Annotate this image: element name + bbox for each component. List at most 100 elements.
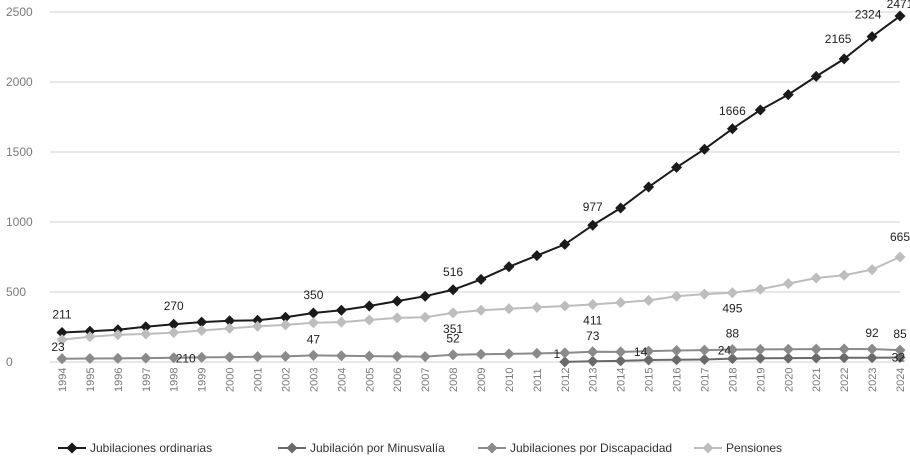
data-point [559,356,571,368]
data-point [447,307,459,319]
data-label: 2324 [855,8,882,22]
x-tick-label: 2009 [476,368,488,392]
data-point [391,295,403,307]
legend-swatch-marker [286,442,298,454]
data-point [307,349,319,361]
data-label: 2165 [825,32,852,46]
data-point [866,31,878,43]
data-point [307,317,319,329]
data-point [224,322,236,334]
legend-swatch-marker [702,442,714,454]
data-point [810,352,822,364]
data-point [391,312,403,324]
x-tick-label: 2007 [420,368,432,392]
data-point [84,353,96,364]
x-tick-label: 1994 [57,368,69,392]
series-3 [56,251,906,346]
data-point [196,351,208,363]
x-axis: 1994 1995 1996 1997 1998 1999 2000 2001 2002 2003… [57,368,907,392]
data-point [587,219,599,231]
x-tick-label: 2023 [867,368,879,392]
data-labels: 2112703505169771666216523242471210351411… [51,0,910,366]
series-2 [56,343,906,365]
data-point [419,351,431,363]
data-point [782,343,794,355]
data-point [224,351,236,363]
data-label: 411 [583,313,602,327]
x-tick-label: 2012 [560,368,572,392]
data-point [531,250,543,262]
data-point [894,352,906,364]
data-point [475,273,487,285]
data-point [335,316,347,328]
data-point [698,353,710,365]
legend-label: Jubilación por Minusvalía [310,441,445,455]
data-label: 1666 [719,104,746,118]
data-point [782,89,794,101]
data-point [810,272,822,284]
data-point [838,343,850,355]
x-tick-label: 2021 [811,368,823,392]
data-point [531,301,543,313]
data-point [894,251,906,263]
data-point [698,344,710,356]
x-tick-label: 1995 [85,368,97,392]
legend-item-3: Pensiones [694,441,782,455]
data-point [363,300,375,312]
y-tick-label: 0 [6,355,13,369]
data-point [56,334,68,346]
data-point [643,181,655,193]
data-point [140,321,152,333]
x-tick-label: 2003 [308,368,320,392]
legend-label: Jubilaciones por Discapacidad [510,441,672,455]
data-point [168,327,180,339]
data-point [140,352,152,364]
data-point [252,351,264,363]
data-point [307,307,319,319]
data-label: 23 [51,340,65,354]
data-label: 24 [718,344,732,358]
series-line [61,256,901,341]
data-point [84,325,96,337]
x-tick-label: 2005 [364,368,376,392]
x-tick-label: 2022 [839,368,851,392]
data-point [782,352,794,364]
series-line [61,15,901,334]
x-tick-label: 2016 [672,368,684,392]
data-point [810,343,822,355]
legend-item-2: Jubilaciones por Discapacidad [478,441,672,455]
x-tick-label: 2004 [336,368,348,392]
data-point [140,328,152,340]
data-point [196,316,208,328]
data-label: 977 [583,200,603,214]
x-tick-label: 2011 [532,368,544,392]
gridlines [50,11,900,363]
data-point [643,354,655,366]
data-point [112,352,124,364]
data-point [866,343,878,355]
series-1 [559,352,906,368]
data-point [866,264,878,276]
y-tick-label: 2500 [6,5,33,19]
data-point [475,348,487,360]
x-tick-label: 2018 [727,368,739,392]
data-point [726,353,738,365]
data-point [279,311,291,323]
data-point [559,347,571,359]
data-point [615,297,627,308]
x-tick-label: 2014 [616,368,628,392]
data-point [279,350,291,362]
data-label: 32 [892,351,906,365]
data-label: 270 [164,299,184,313]
data-point [810,70,822,82]
series-group [56,10,906,368]
data-point [335,304,347,316]
data-label: 350 [303,288,323,302]
data-label: 665 [890,230,910,244]
data-point [56,326,68,338]
data-label: 73 [586,329,600,343]
data-point [698,143,710,155]
data-point [587,298,599,310]
data-label: 2471 [887,0,910,11]
data-point [754,104,766,116]
